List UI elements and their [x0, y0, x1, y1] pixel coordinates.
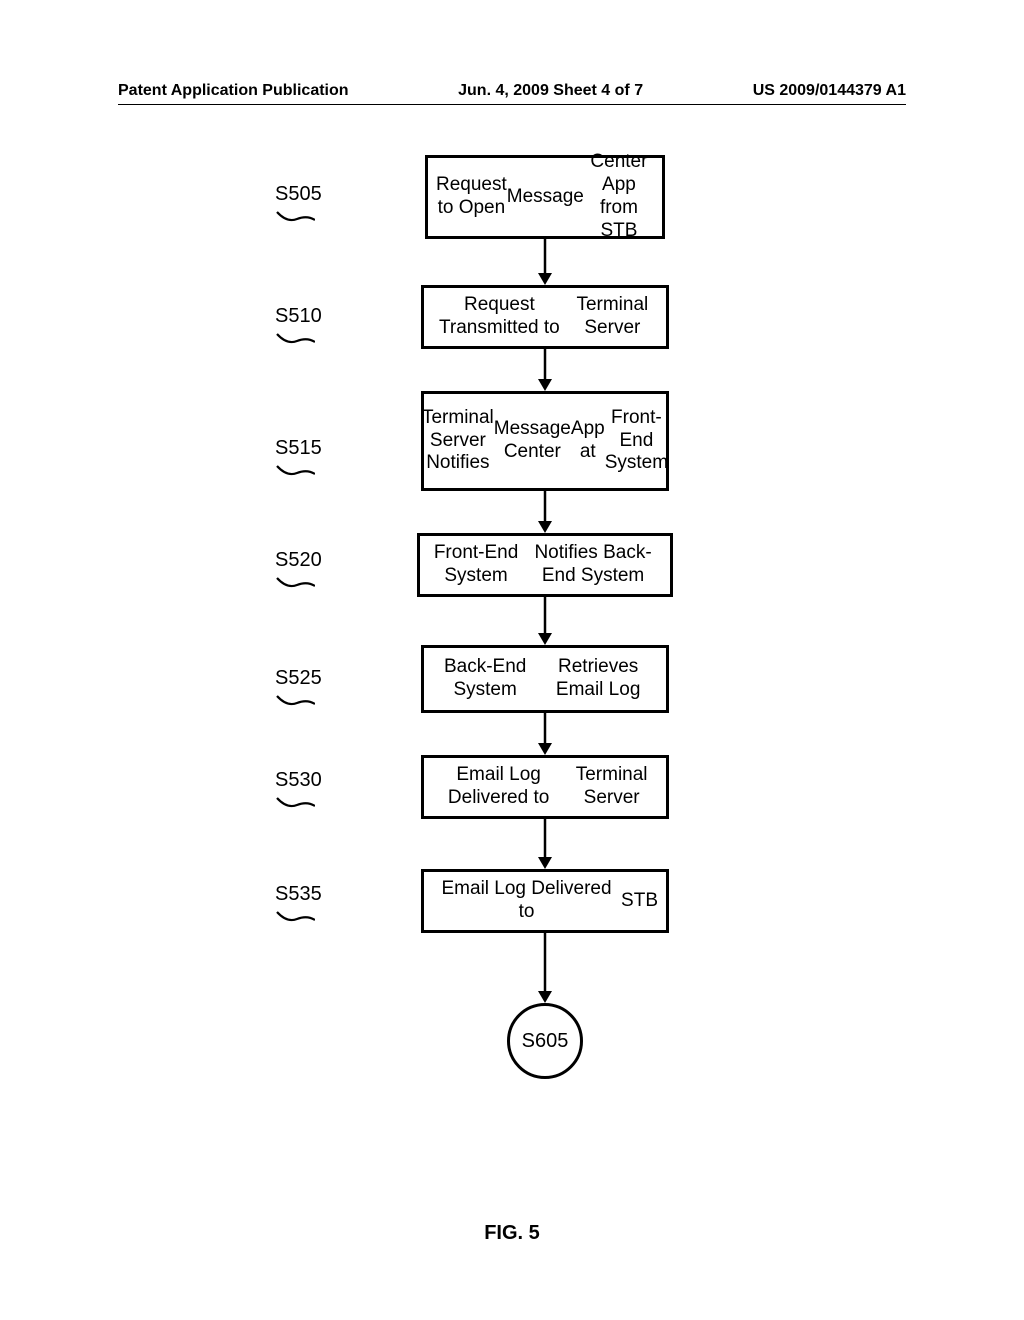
flow-box: Email Log Delivered toSTB: [421, 869, 669, 933]
flow-connector: [535, 239, 555, 285]
flow-step: S505 Request to OpenMessageCenter App fro…: [162, 155, 862, 239]
step-label: S510: [275, 305, 322, 328]
flow-connector-row: [162, 819, 862, 869]
page: Patent Application Publication Jun. 4, 2…: [0, 0, 1024, 1320]
step-label: S515: [275, 437, 322, 460]
flow-connector-row: [162, 933, 862, 1003]
label-leader-icon: [275, 463, 315, 477]
flowchart: S505 Request to OpenMessageCenter App fro…: [0, 155, 1024, 1079]
header-rule: [118, 104, 906, 105]
label-leader-icon: [275, 693, 315, 707]
arrow-down-icon: [535, 597, 555, 645]
flow-terminal-row: S605: [162, 1003, 862, 1079]
label-leader-icon: [275, 909, 315, 923]
flow-step: S510 Request Transmitted toTerminal Serve…: [162, 285, 862, 349]
flow-box: Terminal Server NotifiesMessage CenterAp…: [421, 391, 669, 491]
label-leader-icon: [275, 575, 315, 589]
step-label: S505: [275, 183, 322, 206]
flow-connector: [535, 933, 555, 1003]
flow-terminal: S605: [507, 1003, 583, 1079]
flow-box: Email Log Delivered toTerminal Server: [421, 755, 669, 819]
flow-box: Request to OpenMessageCenter App from ST…: [425, 155, 665, 239]
arrow-down-icon: [535, 933, 555, 1003]
arrow-down-icon: [535, 239, 555, 285]
step-label: S535: [275, 883, 322, 906]
flow-connector: [535, 349, 555, 391]
flow-step: S530 Email Log Delivered toTerminal Serve…: [162, 755, 862, 819]
label-leader-icon: [275, 331, 315, 345]
step-label: S525: [275, 667, 322, 690]
label-leader-icon: [275, 209, 315, 223]
flow-connector-row: [162, 713, 862, 755]
flow-step: S515 Terminal Server NotifiesMessage Cent…: [162, 391, 862, 491]
flow-connector: [535, 713, 555, 755]
flow-connector: [535, 819, 555, 869]
arrow-down-icon: [535, 491, 555, 533]
flow-connector: [535, 491, 555, 533]
arrow-down-icon: [535, 713, 555, 755]
step-label: S530: [275, 769, 322, 792]
header-left: Patent Application Publication: [118, 82, 349, 100]
header-center: Jun. 4, 2009 Sheet 4 of 7: [458, 82, 643, 100]
flow-step: S535 Email Log Delivered toSTB: [162, 869, 862, 933]
flow-step: S525 Back-End SystemRetrieves Email Log: [162, 645, 862, 713]
step-label: S520: [275, 549, 322, 572]
flow-connector-row: [162, 349, 862, 391]
flow-connector-row: [162, 491, 862, 533]
flow-box: Front-End SystemNotifies Back-End System: [417, 533, 673, 597]
flow-step: S520 Front-End SystemNotifies Back-End Sy…: [162, 533, 862, 597]
header-right: US 2009/0144379 A1: [753, 82, 906, 100]
arrow-down-icon: [535, 819, 555, 869]
flow-connector-row: [162, 239, 862, 285]
arrow-down-icon: [535, 349, 555, 391]
flow-connector: [535, 597, 555, 645]
flow-box: Request Transmitted toTerminal Server: [421, 285, 669, 349]
figure-label: FIG. 5: [0, 1222, 1024, 1245]
page-header: Patent Application Publication Jun. 4, 2…: [0, 82, 1024, 100]
flow-connector-row: [162, 597, 862, 645]
flow-box: Back-End SystemRetrieves Email Log: [421, 645, 669, 713]
label-leader-icon: [275, 795, 315, 809]
